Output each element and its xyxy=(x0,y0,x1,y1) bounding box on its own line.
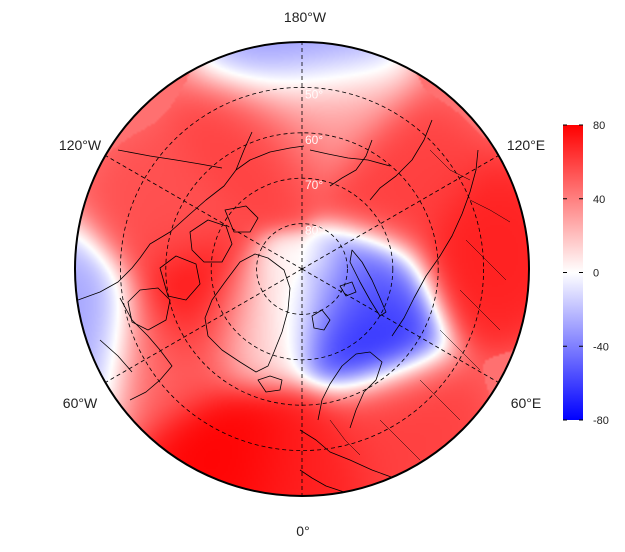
longitude-label-0: 0° xyxy=(296,523,309,539)
latitude-label-60: 60° xyxy=(305,133,323,147)
coastline-siberia xyxy=(329,119,479,337)
colorbar: 80 40 0 -40 -80 xyxy=(563,120,609,427)
latitude-circle-50 xyxy=(119,86,485,452)
latitude-circle-70 xyxy=(210,177,394,361)
meridian-line-300 xyxy=(105,268,303,383)
longitude-labels: 180°W 120°W 120°E 60°W 60°E 0° xyxy=(59,9,545,539)
colorbar-ticks: 80 40 0 -40 -80 xyxy=(563,120,609,427)
coastline-beringia xyxy=(235,145,391,171)
colorbar-tick-label-80: 80 xyxy=(593,120,605,132)
longitude-label-180w: 180°W xyxy=(284,9,327,25)
coastline-canadian-archipelago xyxy=(159,205,259,301)
longitude-label-120e: 120°E xyxy=(507,137,545,153)
meridian-line-60 xyxy=(301,268,499,383)
coastline-hudson-bay xyxy=(127,287,171,331)
graticule xyxy=(105,42,499,496)
coastline-north-america xyxy=(77,131,253,401)
longitude-label-120w: 120°W xyxy=(59,137,102,153)
meridian-line-120 xyxy=(301,155,499,270)
colorbar-tick-label--80: -80 xyxy=(593,415,609,427)
coastline-novaya-zemlya xyxy=(349,249,387,317)
latitude-label-50: 50° xyxy=(305,87,323,101)
coastline-iceland xyxy=(257,375,283,393)
colorbar-tick-label--40: -40 xyxy=(593,341,609,353)
meridian-line-240 xyxy=(105,155,303,270)
coastline-greenland xyxy=(204,253,291,373)
longitude-label-60w: 60°W xyxy=(63,395,98,411)
colorbar-tick-label-40: 40 xyxy=(593,194,605,206)
coastlines xyxy=(77,119,511,493)
map-boundary xyxy=(74,41,530,497)
colorbar-tick-label-0: 0 xyxy=(593,268,599,280)
latitude-label-80: 80° xyxy=(305,224,323,238)
latitude-labels: 50° 60° 70° 80° xyxy=(305,87,323,237)
coastline-svalbard xyxy=(311,281,357,331)
latitude-label-70: 70° xyxy=(305,178,323,192)
political-borders xyxy=(329,149,511,461)
longitude-label-60e: 60°E xyxy=(511,395,542,411)
colorbar-gradient xyxy=(563,125,583,420)
